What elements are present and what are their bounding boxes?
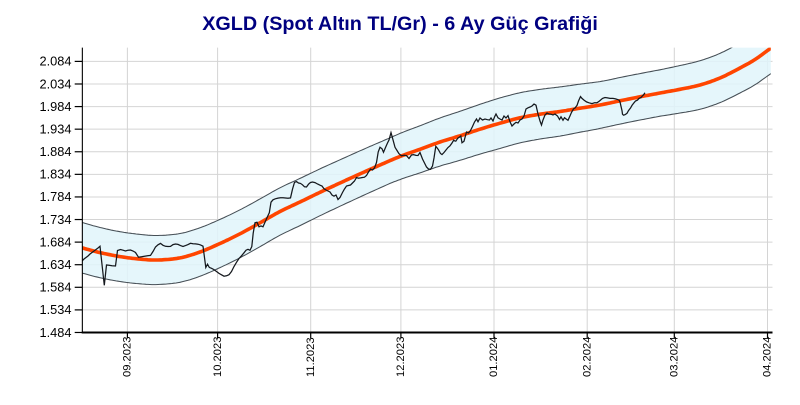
svg-text:1.484: 1.484 (39, 325, 71, 340)
svg-text:2.084: 2.084 (39, 54, 71, 69)
svg-text:1.784: 1.784 (39, 189, 71, 204)
svg-text:XGLD (Spot Altın TL/Gr) - 6 Ay: XGLD (Spot Altın TL/Gr) - 6 Ay Güç Grafi… (202, 13, 598, 35)
svg-text:12.2023: 12.2023 (395, 337, 407, 377)
svg-text:10.2023: 10.2023 (212, 337, 224, 377)
svg-text:11.2023: 11.2023 (305, 337, 317, 377)
svg-text:02.2024: 02.2024 (581, 337, 593, 377)
svg-text:1.934: 1.934 (39, 121, 71, 136)
svg-text:1.984: 1.984 (39, 99, 71, 114)
svg-text:09.2023: 09.2023 (122, 337, 134, 377)
svg-text:1.534: 1.534 (39, 302, 71, 317)
svg-text:04.2024: 04.2024 (762, 337, 774, 377)
svg-text:1.834: 1.834 (39, 167, 71, 182)
svg-text:2.034: 2.034 (39, 76, 71, 91)
svg-text:01.2024: 01.2024 (488, 337, 500, 377)
svg-text:1.884: 1.884 (39, 144, 71, 159)
svg-text:1.734: 1.734 (39, 212, 71, 227)
svg-text:1.584: 1.584 (39, 280, 71, 295)
svg-text:03.2024: 03.2024 (669, 337, 681, 377)
svg-text:1.684: 1.684 (39, 234, 71, 249)
svg-text:1.634: 1.634 (39, 257, 71, 272)
